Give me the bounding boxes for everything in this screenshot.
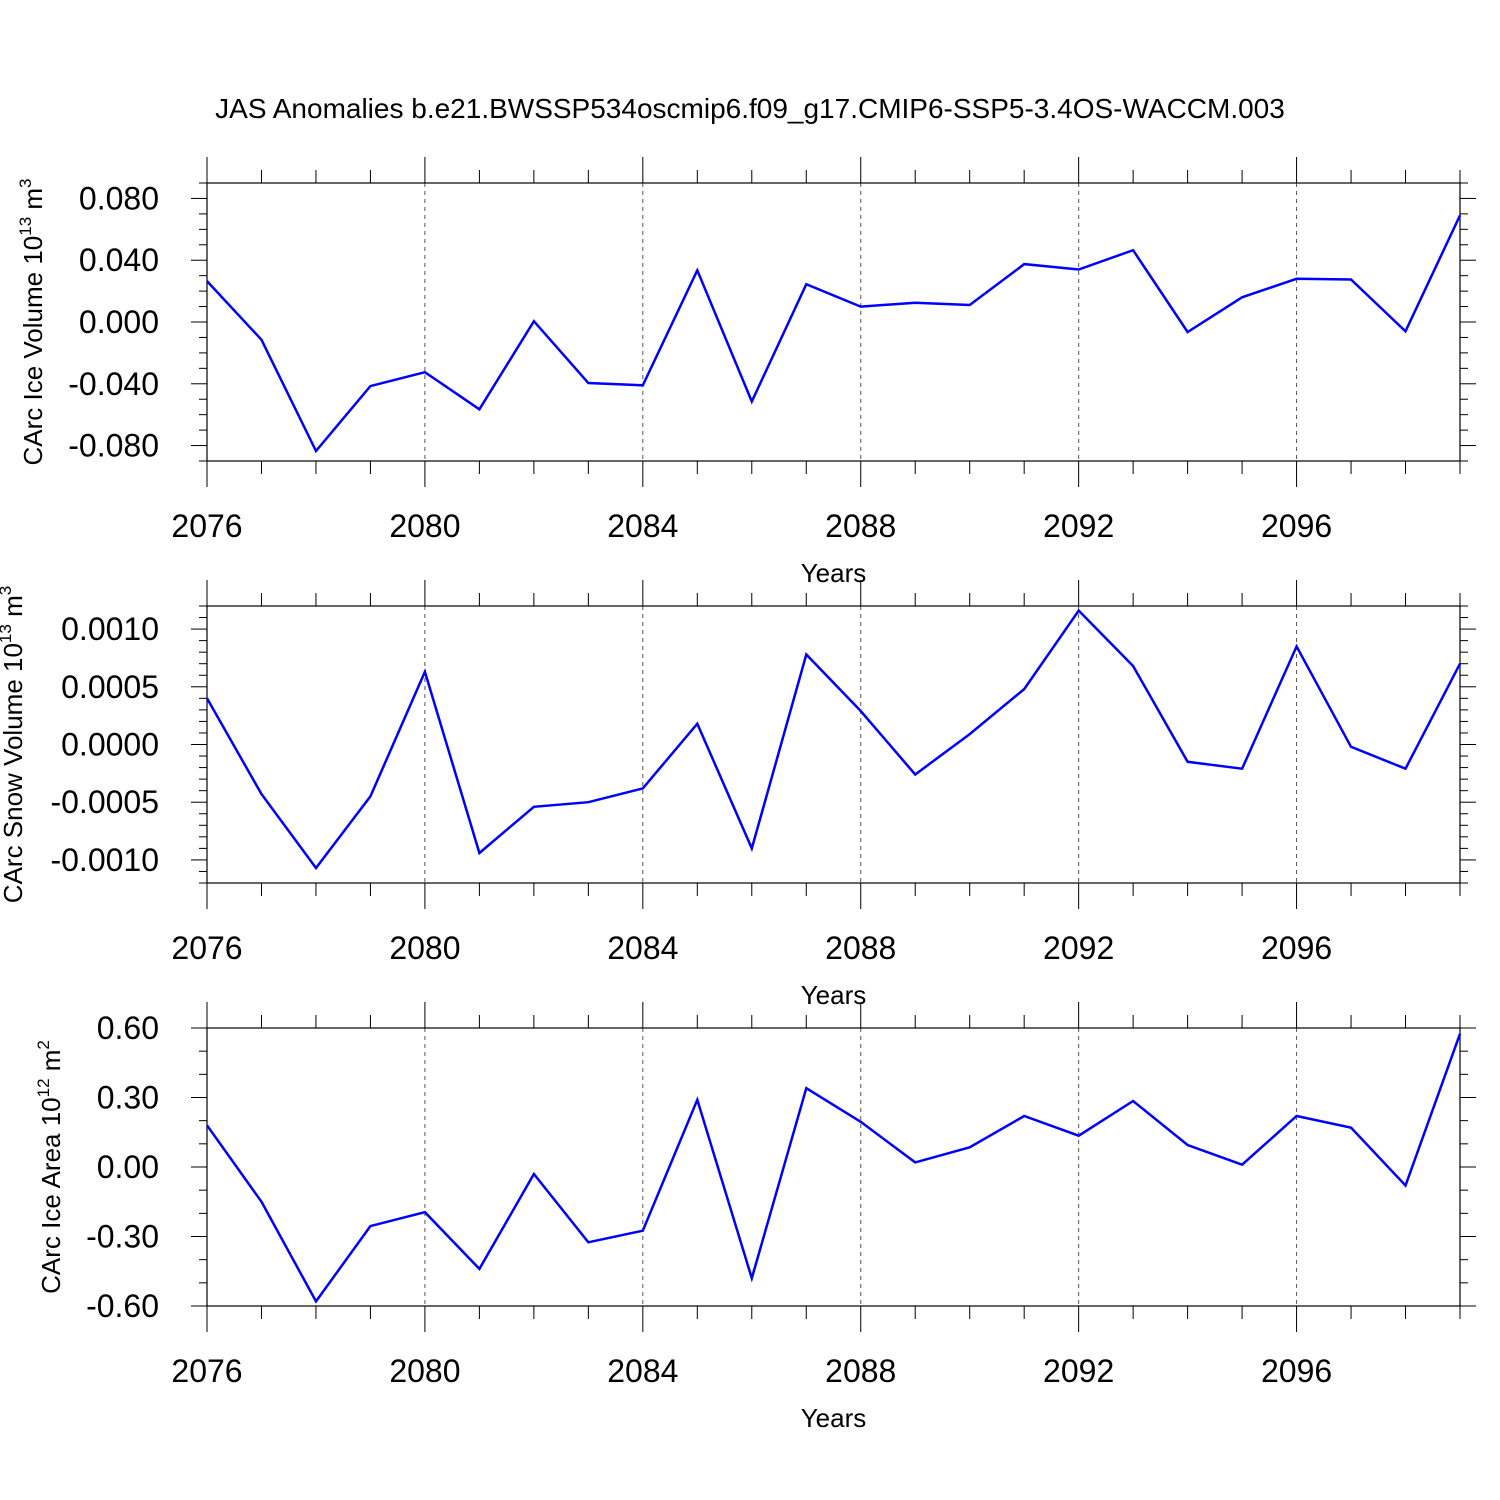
x-axis-label: Years: [801, 980, 867, 1010]
plot-frame: [206, 605, 1461, 884]
x-tick-label: 2084: [607, 1353, 678, 1389]
series-line: [205, 1033, 1462, 1304]
chart-title: JAS Anomalies b.e21.BWSSP534oscmip6.f09_…: [215, 93, 1285, 124]
y-axis-label-unit-exponent: 3: [0, 586, 15, 595]
x-tick-label: 2080: [389, 930, 460, 966]
y-axis-label-unit-exponent: 2: [34, 1040, 53, 1049]
x-tick-label: 2084: [607, 508, 678, 544]
x-tick-label: 2076: [171, 1353, 242, 1389]
y-tick-label: 0.000: [79, 304, 159, 340]
y-axis-label: CArc Ice Volume 1013 m3: [16, 178, 48, 465]
panel-3: 2076 2080 2084 2088 2092 2096 0.60 0.30 0.00 -0.3…: [34, 1002, 1476, 1433]
x-tick-label: 2092: [1043, 1353, 1114, 1389]
x-tick-label: 2084: [607, 930, 678, 966]
y-axis-label: CArc Ice Area 1012 m2: [34, 1040, 66, 1294]
y-axis-label-unit-exponent: 3: [16, 178, 35, 187]
y-tick-label: -0.0010: [50, 842, 159, 878]
y-axis-label-main: CArc Ice Volume 10: [18, 236, 48, 466]
panel-1: 2076 2080 2084 2088 2092 2096 0.080 0.040 0.000 -…: [16, 157, 1476, 588]
x-tick-label: 2076: [171, 508, 242, 544]
x-axis-label: Years: [801, 1403, 867, 1433]
x-tick-label: 2080: [389, 508, 460, 544]
y-tick-label: 0.0000: [61, 727, 159, 763]
y-axis-label-unit: m: [36, 1050, 66, 1079]
x-tick-label: 2088: [825, 1353, 896, 1389]
y-axis-label-exponent: 13: [0, 624, 15, 643]
x-tick-label: 2096: [1261, 930, 1332, 966]
y-tick-label: 0.0010: [61, 611, 159, 647]
y-tick-label: 0.040: [79, 242, 159, 278]
y-tick-label: -0.60: [86, 1288, 159, 1324]
y-axis-label: CArc Snow Volume 1013 m3: [0, 586, 28, 903]
x-tick-label: 2080: [389, 1353, 460, 1389]
y-axis-label-unit: m: [18, 188, 48, 217]
x-tick-label: 2088: [825, 508, 896, 544]
x-tick-label: 2096: [1261, 508, 1332, 544]
y-tick-label: 0.0005: [61, 669, 159, 705]
plot-frame: [206, 1027, 1461, 1307]
y-tick-label: 0.00: [97, 1149, 159, 1185]
y-tick-label: 0.30: [97, 1080, 159, 1116]
series-line: [206, 214, 1462, 454]
y-tick-label: -0.30: [86, 1219, 159, 1255]
y-axis-label-main: CArc Snow Volume 10: [0, 643, 28, 903]
series-line: [205, 608, 1462, 871]
y-tick-label: 0.080: [79, 180, 159, 216]
x-tick-label: 2088: [825, 930, 896, 966]
y-axis-label-unit: m: [0, 595, 28, 624]
y-tick-label: -0.080: [68, 428, 159, 464]
y-tick-label: -0.040: [68, 366, 159, 402]
plot-frame: [206, 182, 1461, 462]
y-tick-label: -0.0005: [50, 784, 159, 820]
y-axis-label-exponent: 13: [16, 217, 35, 236]
x-axis-label: Years: [801, 558, 867, 588]
x-tick-label: 2092: [1043, 930, 1114, 966]
x-tick-label: 2076: [171, 930, 242, 966]
y-tick-label: 0.60: [97, 1010, 159, 1046]
x-tick-label: 2096: [1261, 1353, 1332, 1389]
y-axis-label-exponent: 12: [34, 1078, 53, 1097]
panel-2: 2076 2080 2084 2088 2092 2096 0.0010 0.0005 0.00…: [0, 580, 1476, 1010]
y-axis-label-main: CArc Ice Area 10: [36, 1097, 66, 1294]
x-tick-label: 2092: [1043, 508, 1114, 544]
